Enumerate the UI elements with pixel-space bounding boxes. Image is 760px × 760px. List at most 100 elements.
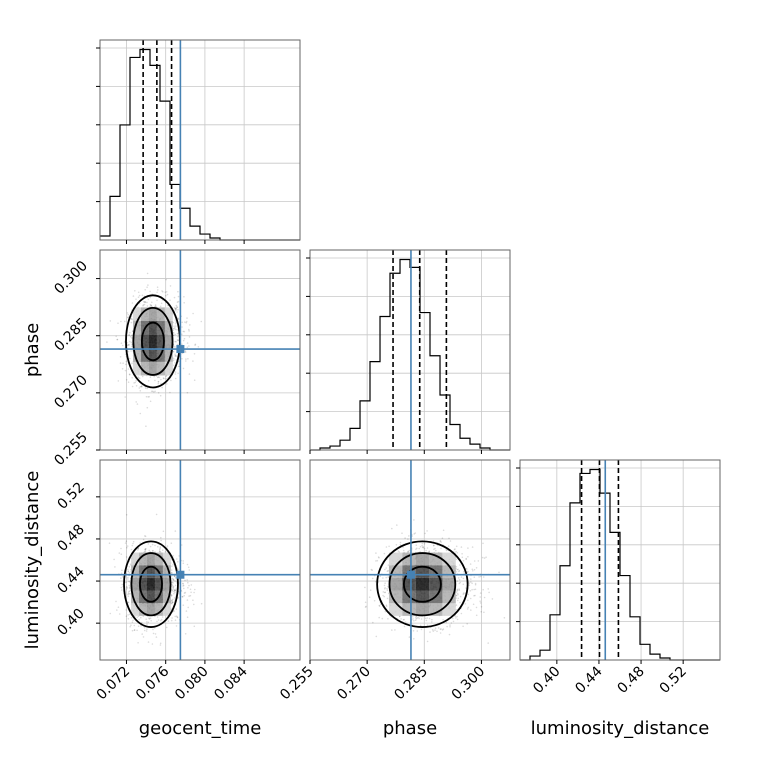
- sample-point: [157, 380, 160, 383]
- sample-point: [472, 570, 474, 572]
- sample-point: [186, 317, 188, 319]
- sample-point: [174, 333, 177, 336]
- sample-point: [142, 538, 145, 541]
- sample-point: [126, 546, 128, 549]
- sample-point: [169, 299, 171, 302]
- sample-point: [421, 546, 424, 548]
- sample-point: [157, 376, 159, 379]
- sample-point: [434, 629, 436, 631]
- sample-point: [170, 594, 173, 597]
- sample-point: [200, 320, 203, 323]
- sample-point: [398, 551, 401, 553]
- truth-marker: [176, 345, 185, 354]
- sample-point: [426, 640, 429, 643]
- sample-point: [462, 560, 465, 562]
- sample-point: [174, 584, 177, 587]
- sample-point: [156, 616, 159, 618]
- sample-point: [126, 312, 129, 314]
- sample-point: [488, 591, 490, 594]
- panel-hist-phase: [309, 249, 511, 451]
- sample-point: [170, 379, 172, 382]
- density-cell: [131, 577, 140, 591]
- density-cell: [131, 590, 140, 604]
- sample-point: [159, 546, 162, 548]
- sample-point: [118, 552, 121, 554]
- sample-point: [386, 589, 389, 592]
- sample-point: [129, 587, 131, 590]
- sample-point: [164, 291, 167, 294]
- sample-point: [130, 321, 133, 324]
- sample-point: [177, 317, 180, 320]
- sample-point: [404, 537, 406, 539]
- density-cell: [133, 321, 141, 335]
- contour-level-1: [139, 565, 163, 603]
- sample-point: [174, 580, 176, 582]
- sample-point: [143, 301, 146, 304]
- sample-point: [175, 325, 177, 327]
- sample-point: [415, 544, 418, 546]
- sample-point: [192, 360, 194, 362]
- sample-point: [183, 302, 185, 304]
- sample-point: [455, 571, 458, 573]
- sample-point: [399, 541, 402, 544]
- sample-point: [483, 557, 486, 559]
- sample-point: [153, 305, 156, 308]
- sample-point: [177, 309, 179, 311]
- sample-point: [177, 300, 180, 303]
- density-cell: [402, 552, 416, 566]
- sample-point: [124, 581, 127, 584]
- sample-point: [460, 576, 463, 578]
- sample-point: [130, 624, 132, 626]
- sample-point: [458, 589, 461, 591]
- sample-point: [480, 606, 483, 608]
- sample-point: [171, 599, 173, 602]
- sample-point: [415, 548, 417, 550]
- sample-point: [450, 622, 453, 624]
- sample-point: [115, 335, 117, 338]
- sample-point: [120, 320, 122, 323]
- sample-point: [474, 583, 477, 586]
- sample-point: [414, 532, 417, 534]
- sample-point: [407, 550, 410, 552]
- sample-point: [441, 537, 444, 539]
- sample-point: [388, 545, 390, 548]
- sample-point: [136, 629, 138, 632]
- sample-point: [108, 542, 111, 544]
- sample-point: [121, 344, 124, 347]
- sample-point: [128, 566, 131, 568]
- sample-point: [138, 377, 141, 380]
- sample-point: [172, 579, 175, 582]
- sample-point: [187, 566, 190, 569]
- sample-point: [159, 305, 162, 308]
- contour-level-2: [130, 552, 172, 617]
- sample-point: [423, 543, 426, 545]
- density-cell: [148, 321, 157, 335]
- sample-point: [117, 380, 120, 382]
- density-cell: [146, 552, 155, 566]
- sample-point: [145, 630, 148, 632]
- sample-point: [156, 620, 158, 623]
- sample-point: [457, 593, 459, 596]
- sample-point: [149, 376, 152, 379]
- sample-point: [183, 337, 186, 340]
- sample-point: [172, 588, 174, 590]
- sample-point: [182, 582, 184, 585]
- sample-point: [173, 364, 175, 367]
- sample-point: [175, 304, 178, 307]
- density-cell: [133, 334, 141, 349]
- sample-point: [155, 513, 158, 516]
- sample-point: [127, 578, 129, 580]
- sample-point: [185, 358, 187, 360]
- sample-point: [467, 593, 470, 596]
- sample-point: [197, 346, 200, 348]
- sample-point: [474, 582, 477, 585]
- sample-point: [152, 390, 154, 393]
- sample-point: [174, 377, 177, 380]
- sample-point: [174, 353, 176, 356]
- sample-point: [149, 617, 152, 619]
- sample-point: [400, 618, 402, 620]
- panel-joint-geocent_time-phase: [99, 249, 301, 451]
- histogram-luminosity_distance: [520, 468, 720, 661]
- sample-point: [127, 344, 130, 346]
- sample-point: [157, 392, 160, 394]
